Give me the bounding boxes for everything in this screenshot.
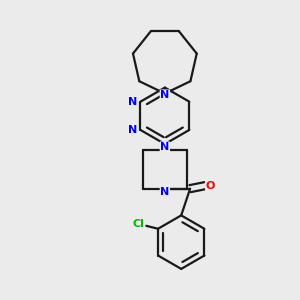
Text: N: N	[128, 125, 138, 135]
Text: Cl: Cl	[133, 219, 145, 229]
Text: O: O	[206, 181, 215, 191]
Text: N: N	[160, 187, 170, 196]
Text: N: N	[128, 97, 138, 107]
Text: N: N	[160, 142, 170, 152]
Text: N: N	[160, 90, 170, 100]
